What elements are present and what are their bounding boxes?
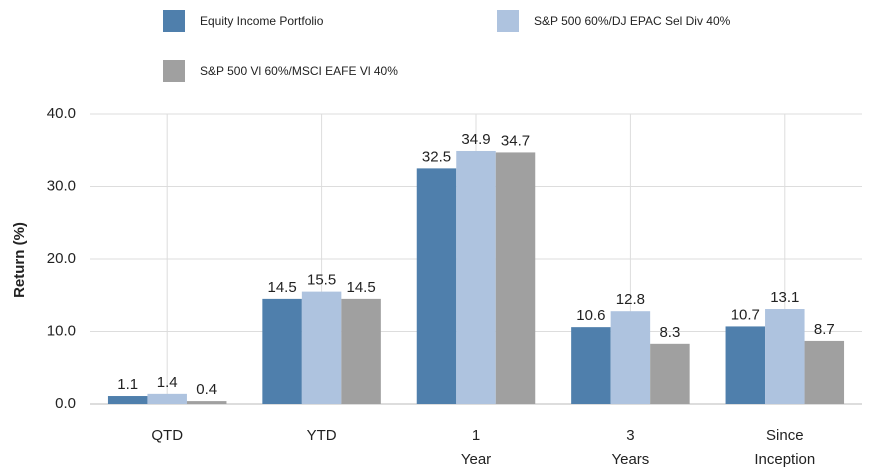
data-label: 13.1 — [770, 289, 799, 306]
legend-label: S&P 500 Vl 60%/MSCI EAFE Vl 40% — [200, 64, 398, 78]
y-axis-title: Return (%) — [11, 222, 28, 298]
y-tick-label: 40.0 — [47, 105, 76, 122]
legend-label: Equity Income Portfolio — [200, 14, 324, 28]
y-tick-label: 20.0 — [47, 250, 76, 267]
x-tick-label-line: Inception — [754, 451, 815, 468]
bar — [495, 152, 536, 404]
x-tick-label: Since Inception — [754, 427, 815, 468]
data-label: 34.9 — [461, 131, 490, 148]
legend-label: S&P 500 60%/DJ EPAC Sel Div 40% — [534, 14, 731, 28]
data-label: 0.4 — [196, 381, 217, 398]
x-tick-label-line: 1 — [472, 427, 480, 444]
bar — [301, 291, 342, 404]
legend-swatch — [163, 10, 185, 32]
data-label: 1.1 — [117, 376, 138, 393]
x-tick-label: 1 Year — [461, 427, 491, 468]
x-tick-label-line: Since — [766, 427, 804, 444]
x-tick-label: 3 Years — [611, 427, 649, 468]
data-label: 10.6 — [576, 307, 605, 324]
bar — [341, 298, 381, 404]
data-label: 1.4 — [157, 374, 178, 391]
bar — [147, 393, 187, 404]
y-tick-label: 10.0 — [47, 322, 76, 339]
data-label: 32.5 — [422, 148, 451, 165]
data-label: 34.7 — [501, 132, 530, 149]
x-tick-label: YTD — [307, 427, 337, 444]
data-label: 8.7 — [814, 321, 835, 338]
data-label: 8.3 — [659, 324, 680, 341]
bar — [725, 326, 766, 404]
data-label: 14.5 — [267, 279, 296, 296]
bar — [765, 309, 805, 404]
bar — [650, 343, 690, 404]
bar — [416, 168, 457, 404]
x-tick-label-line: Year — [461, 451, 491, 468]
y-tick-label: 30.0 — [47, 177, 76, 194]
data-label: 14.5 — [346, 279, 375, 296]
bar — [456, 150, 496, 404]
bar — [571, 327, 611, 404]
x-tick-label: QTD — [151, 427, 183, 444]
legend-swatch — [497, 10, 519, 32]
data-label: 15.5 — [307, 272, 336, 289]
bar — [610, 311, 651, 404]
legend-swatch — [163, 60, 185, 82]
bar — [262, 298, 302, 404]
y-tick-label: 0.0 — [55, 395, 76, 412]
bar — [107, 396, 148, 404]
bar — [186, 401, 227, 404]
x-tick-label-line: Years — [611, 451, 649, 468]
bar — [804, 340, 845, 404]
data-label: 10.7 — [731, 306, 760, 323]
data-label: 12.8 — [616, 291, 645, 308]
x-tick-label-line: 3 — [626, 427, 634, 444]
